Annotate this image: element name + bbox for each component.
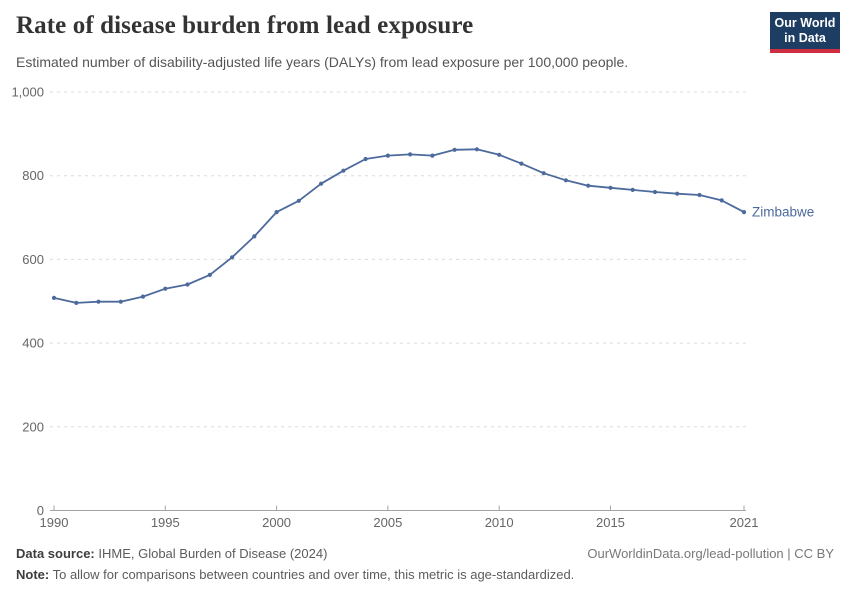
data-point xyxy=(652,189,658,195)
data-point xyxy=(96,299,101,304)
data-point xyxy=(630,187,635,192)
chart-subtitle: Estimated number of disability-adjusted … xyxy=(16,54,629,70)
data-source-text: Data source: IHME, Global Burden of Dise… xyxy=(16,546,328,561)
data-point xyxy=(608,185,613,190)
credit-link[interactable]: OurWorldinData.org/lead-pollution | CC B… xyxy=(587,546,834,561)
note-label: Note: xyxy=(16,567,50,582)
x-axis-tick-label: 1995 xyxy=(151,515,180,530)
logo-line-1: Our World xyxy=(774,15,836,30)
x-axis-tick-label: 1990 xyxy=(40,515,69,530)
data-point xyxy=(319,181,324,186)
data-point xyxy=(452,147,457,152)
y-axis-tick-label: 0 xyxy=(37,503,44,518)
data-point xyxy=(563,178,569,183)
data-point xyxy=(408,152,413,157)
data-point xyxy=(741,210,747,215)
logo-line-2: in Data xyxy=(784,30,826,45)
data-point xyxy=(541,171,546,176)
data-point xyxy=(296,198,301,203)
data-point xyxy=(118,299,123,304)
data-point xyxy=(430,153,435,158)
data-point xyxy=(274,210,279,215)
y-axis-tick-label: 400 xyxy=(22,336,44,351)
data-line xyxy=(53,148,745,304)
x-axis-tick-label: 2000 xyxy=(262,515,291,530)
y-axis-tick-label: 1,000 xyxy=(11,85,44,100)
data-point xyxy=(163,286,168,291)
data-point xyxy=(385,153,390,158)
x-axis-tick-label: 2005 xyxy=(373,515,402,530)
x-axis-tick-label: 2010 xyxy=(485,515,514,530)
data-point xyxy=(586,183,591,188)
data-source-label: Data source: xyxy=(16,546,95,561)
owid-logo: Our World in Data xyxy=(770,12,840,53)
data-point xyxy=(74,300,79,305)
data-point xyxy=(474,147,479,152)
figure-footer: Data source: IHME, Global Burden of Dise… xyxy=(16,546,834,582)
y-axis-tick-label: 600 xyxy=(22,252,44,267)
data-point xyxy=(185,282,190,287)
y-axis-tick-label: 800 xyxy=(22,168,44,183)
chart-note: Note: To allow for comparisons between c… xyxy=(16,567,575,582)
x-axis-tick-label: 2021 xyxy=(730,515,759,530)
data-point xyxy=(697,192,702,198)
page-title: Rate of disease burden from lead exposur… xyxy=(16,12,474,39)
y-axis-tick-label: 200 xyxy=(22,419,44,434)
series-end-label: Zimbabwe xyxy=(752,205,814,220)
data-point xyxy=(207,272,212,277)
data-point xyxy=(497,152,502,157)
x-axis-tick-label: 2015 xyxy=(596,515,625,530)
data-point xyxy=(230,255,235,260)
data-point xyxy=(51,295,57,300)
data-point xyxy=(363,156,368,162)
data-point xyxy=(341,168,346,173)
data-point xyxy=(519,161,524,166)
data-point xyxy=(140,294,146,299)
data-point xyxy=(252,234,257,239)
data-point xyxy=(719,198,724,203)
data-point xyxy=(675,191,680,196)
